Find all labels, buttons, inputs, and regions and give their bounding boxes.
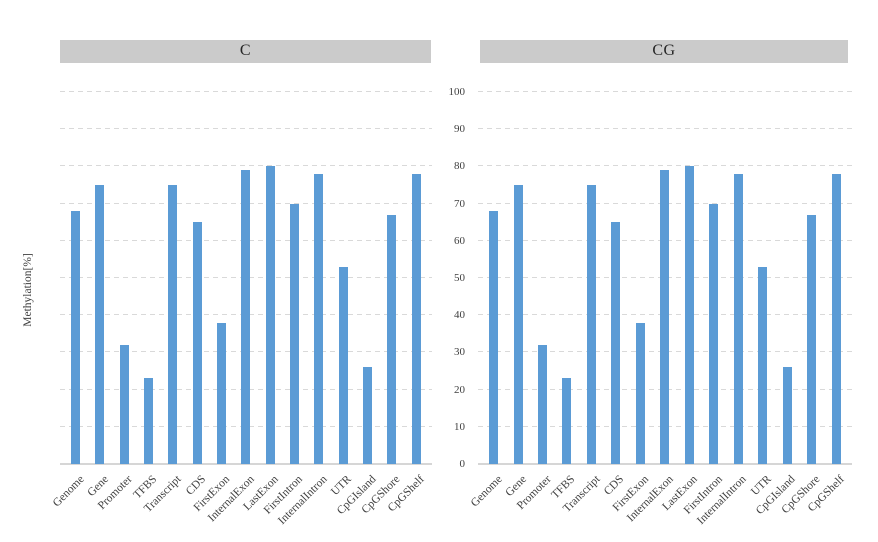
bar-cpgshelf xyxy=(831,173,841,464)
bar-genome xyxy=(71,211,80,464)
y-axis-title: Methylation[%] xyxy=(22,253,34,327)
y-tick-label-60: 60 xyxy=(454,234,465,247)
plot-area-cg: Genome Gene Promoter TFBS Transcript CDS First… xyxy=(468,91,852,527)
bar-gene xyxy=(513,185,523,464)
panel-header-c: C xyxy=(60,40,431,63)
y-tick-label-80: 80 xyxy=(454,160,465,173)
x-axis-baseline xyxy=(478,463,852,465)
x-tick-label-genome: Genome xyxy=(468,473,505,510)
bar-promoter xyxy=(119,345,129,464)
bar-internalexon xyxy=(241,170,251,464)
y-tick-label-100: 100 xyxy=(448,86,466,98)
gridline-80 xyxy=(478,165,852,167)
bar-lastexon xyxy=(684,166,694,464)
y-tick-label-10: 10 xyxy=(454,420,465,433)
panel-header-cg: CG xyxy=(480,40,848,63)
panel-title-cg: CG xyxy=(652,41,676,59)
y-tick-label-40: 40 xyxy=(454,309,465,322)
bar-internalintron xyxy=(314,173,324,464)
bar-cds xyxy=(611,222,621,464)
y-tick-label-90: 90 xyxy=(454,123,465,136)
y-tick-label-20: 20 xyxy=(454,383,465,396)
bar-cpgshore xyxy=(807,214,816,464)
y-tick-label-30: 30 xyxy=(454,346,465,359)
x-axis-baseline xyxy=(60,463,432,465)
bar-firstintron xyxy=(709,203,719,464)
gridline-100 xyxy=(478,91,852,92)
bar-firstexon xyxy=(635,322,645,464)
bar-gene xyxy=(95,185,105,464)
bar-cds xyxy=(192,222,202,464)
bar-cpgisland xyxy=(362,367,372,464)
bar-transcript xyxy=(586,185,596,464)
bar-internalexon xyxy=(660,170,670,464)
x-tick-label-genome: Genome xyxy=(50,473,87,510)
bar-cpgshelf xyxy=(411,173,421,464)
bar-genome xyxy=(489,211,498,464)
y-tick-label-70: 70 xyxy=(454,197,465,210)
bar-transcript xyxy=(168,185,178,464)
bar-cpgisland xyxy=(782,367,792,464)
y-tick-labels: 0 10 20 30 40 50 60 70 80 90 100 xyxy=(430,86,468,470)
y-tick-label-50: 50 xyxy=(454,272,465,284)
bar-utr xyxy=(338,266,348,464)
y-tick-label-0: 0 xyxy=(459,458,466,470)
panel-title-c: C xyxy=(239,41,252,59)
gridline-90 xyxy=(478,128,852,130)
gridline-100 xyxy=(60,91,432,92)
bar-cpgshore xyxy=(387,214,397,464)
bar-firstintron xyxy=(289,203,299,464)
bar-internalintron xyxy=(733,173,743,464)
bar-lastexon xyxy=(265,166,275,464)
plot-area-c: Genome Gene Promoter TFBS Transcript CDS First… xyxy=(50,91,432,527)
bar-firstexon xyxy=(216,322,226,464)
bar-promoter xyxy=(537,345,547,464)
bar-tfbs xyxy=(562,378,572,464)
bar-tfbs xyxy=(144,378,153,464)
bar-utr xyxy=(758,266,768,464)
gridline-80 xyxy=(60,165,432,167)
gridline-90 xyxy=(60,128,432,130)
